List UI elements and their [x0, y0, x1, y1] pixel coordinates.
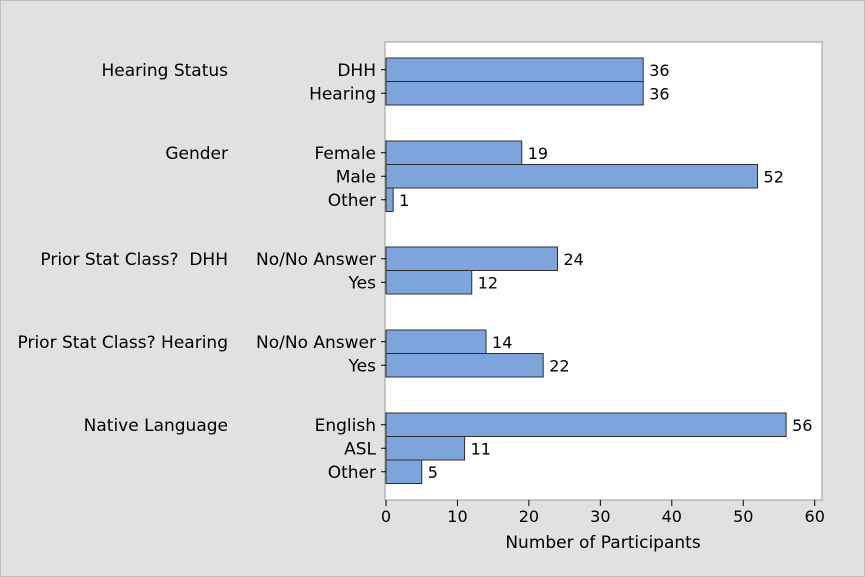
- bar: [385, 187, 394, 212]
- x-tick-label: 20: [519, 507, 539, 526]
- group-label: Hearing Status: [101, 61, 228, 81]
- bar: [385, 329, 487, 354]
- bars-layer: [385, 57, 787, 484]
- category-label: Yes: [348, 356, 377, 376]
- category-label: Hearing: [309, 84, 376, 104]
- category-label: ASL: [344, 439, 376, 459]
- x-tick-label: 50: [733, 507, 753, 526]
- bar: [385, 140, 523, 165]
- bar: [385, 164, 759, 189]
- bar-value-label: 14: [492, 333, 512, 352]
- category-label: Other: [328, 191, 376, 211]
- bar: [385, 81, 644, 106]
- category-label: DHH: [337, 61, 376, 81]
- bar-value-label: 12: [478, 273, 498, 292]
- bar: [385, 353, 544, 378]
- bar-value-label: 52: [764, 167, 784, 186]
- category-label: No/No Answer: [256, 333, 376, 353]
- group-label: Gender: [165, 144, 228, 164]
- bar: [385, 459, 423, 484]
- bar-value-label: 56: [792, 416, 812, 435]
- bar: [385, 246, 558, 271]
- category-label: Other: [328, 463, 376, 483]
- labels-layer: 36 DHH 36 Hearing Hearing Status 19 Female 52 Ma…: [18, 61, 813, 483]
- bar-value-label: 36: [649, 84, 669, 103]
- bar-value-label: 36: [649, 61, 669, 80]
- bar-value-label: 24: [563, 250, 583, 269]
- bar-value-label: 11: [471, 439, 491, 458]
- bar: [385, 436, 466, 461]
- bar: [385, 270, 473, 295]
- x-tick-label: 30: [590, 507, 610, 526]
- x-tick-label: 10: [447, 507, 467, 526]
- x-axis-title: Number of Participants: [505, 533, 700, 553]
- x-tick-label: 40: [662, 507, 682, 526]
- bar-value-label: 19: [528, 144, 548, 163]
- group-label: Prior Stat Class? Hearing: [18, 333, 229, 353]
- bar-value-label: 5: [428, 463, 438, 482]
- x-axis: 0 10 20 30 40 50 60: [381, 69, 825, 526]
- bar-value-label: 1: [399, 191, 409, 210]
- x-tick-label: 60: [805, 507, 825, 526]
- bar: [385, 412, 787, 437]
- category-label: English: [315, 416, 376, 436]
- bar-value-label: 22: [549, 356, 569, 375]
- bar: [385, 57, 644, 82]
- category-label: Female: [315, 144, 376, 164]
- x-tick-label: 0: [381, 507, 391, 526]
- group-label: Native Language: [84, 416, 228, 436]
- group-label: Prior Stat Class? DHH: [40, 250, 228, 270]
- category-label: Male: [336, 167, 376, 187]
- category-label: No/No Answer: [256, 250, 376, 270]
- category-label: Yes: [348, 273, 377, 293]
